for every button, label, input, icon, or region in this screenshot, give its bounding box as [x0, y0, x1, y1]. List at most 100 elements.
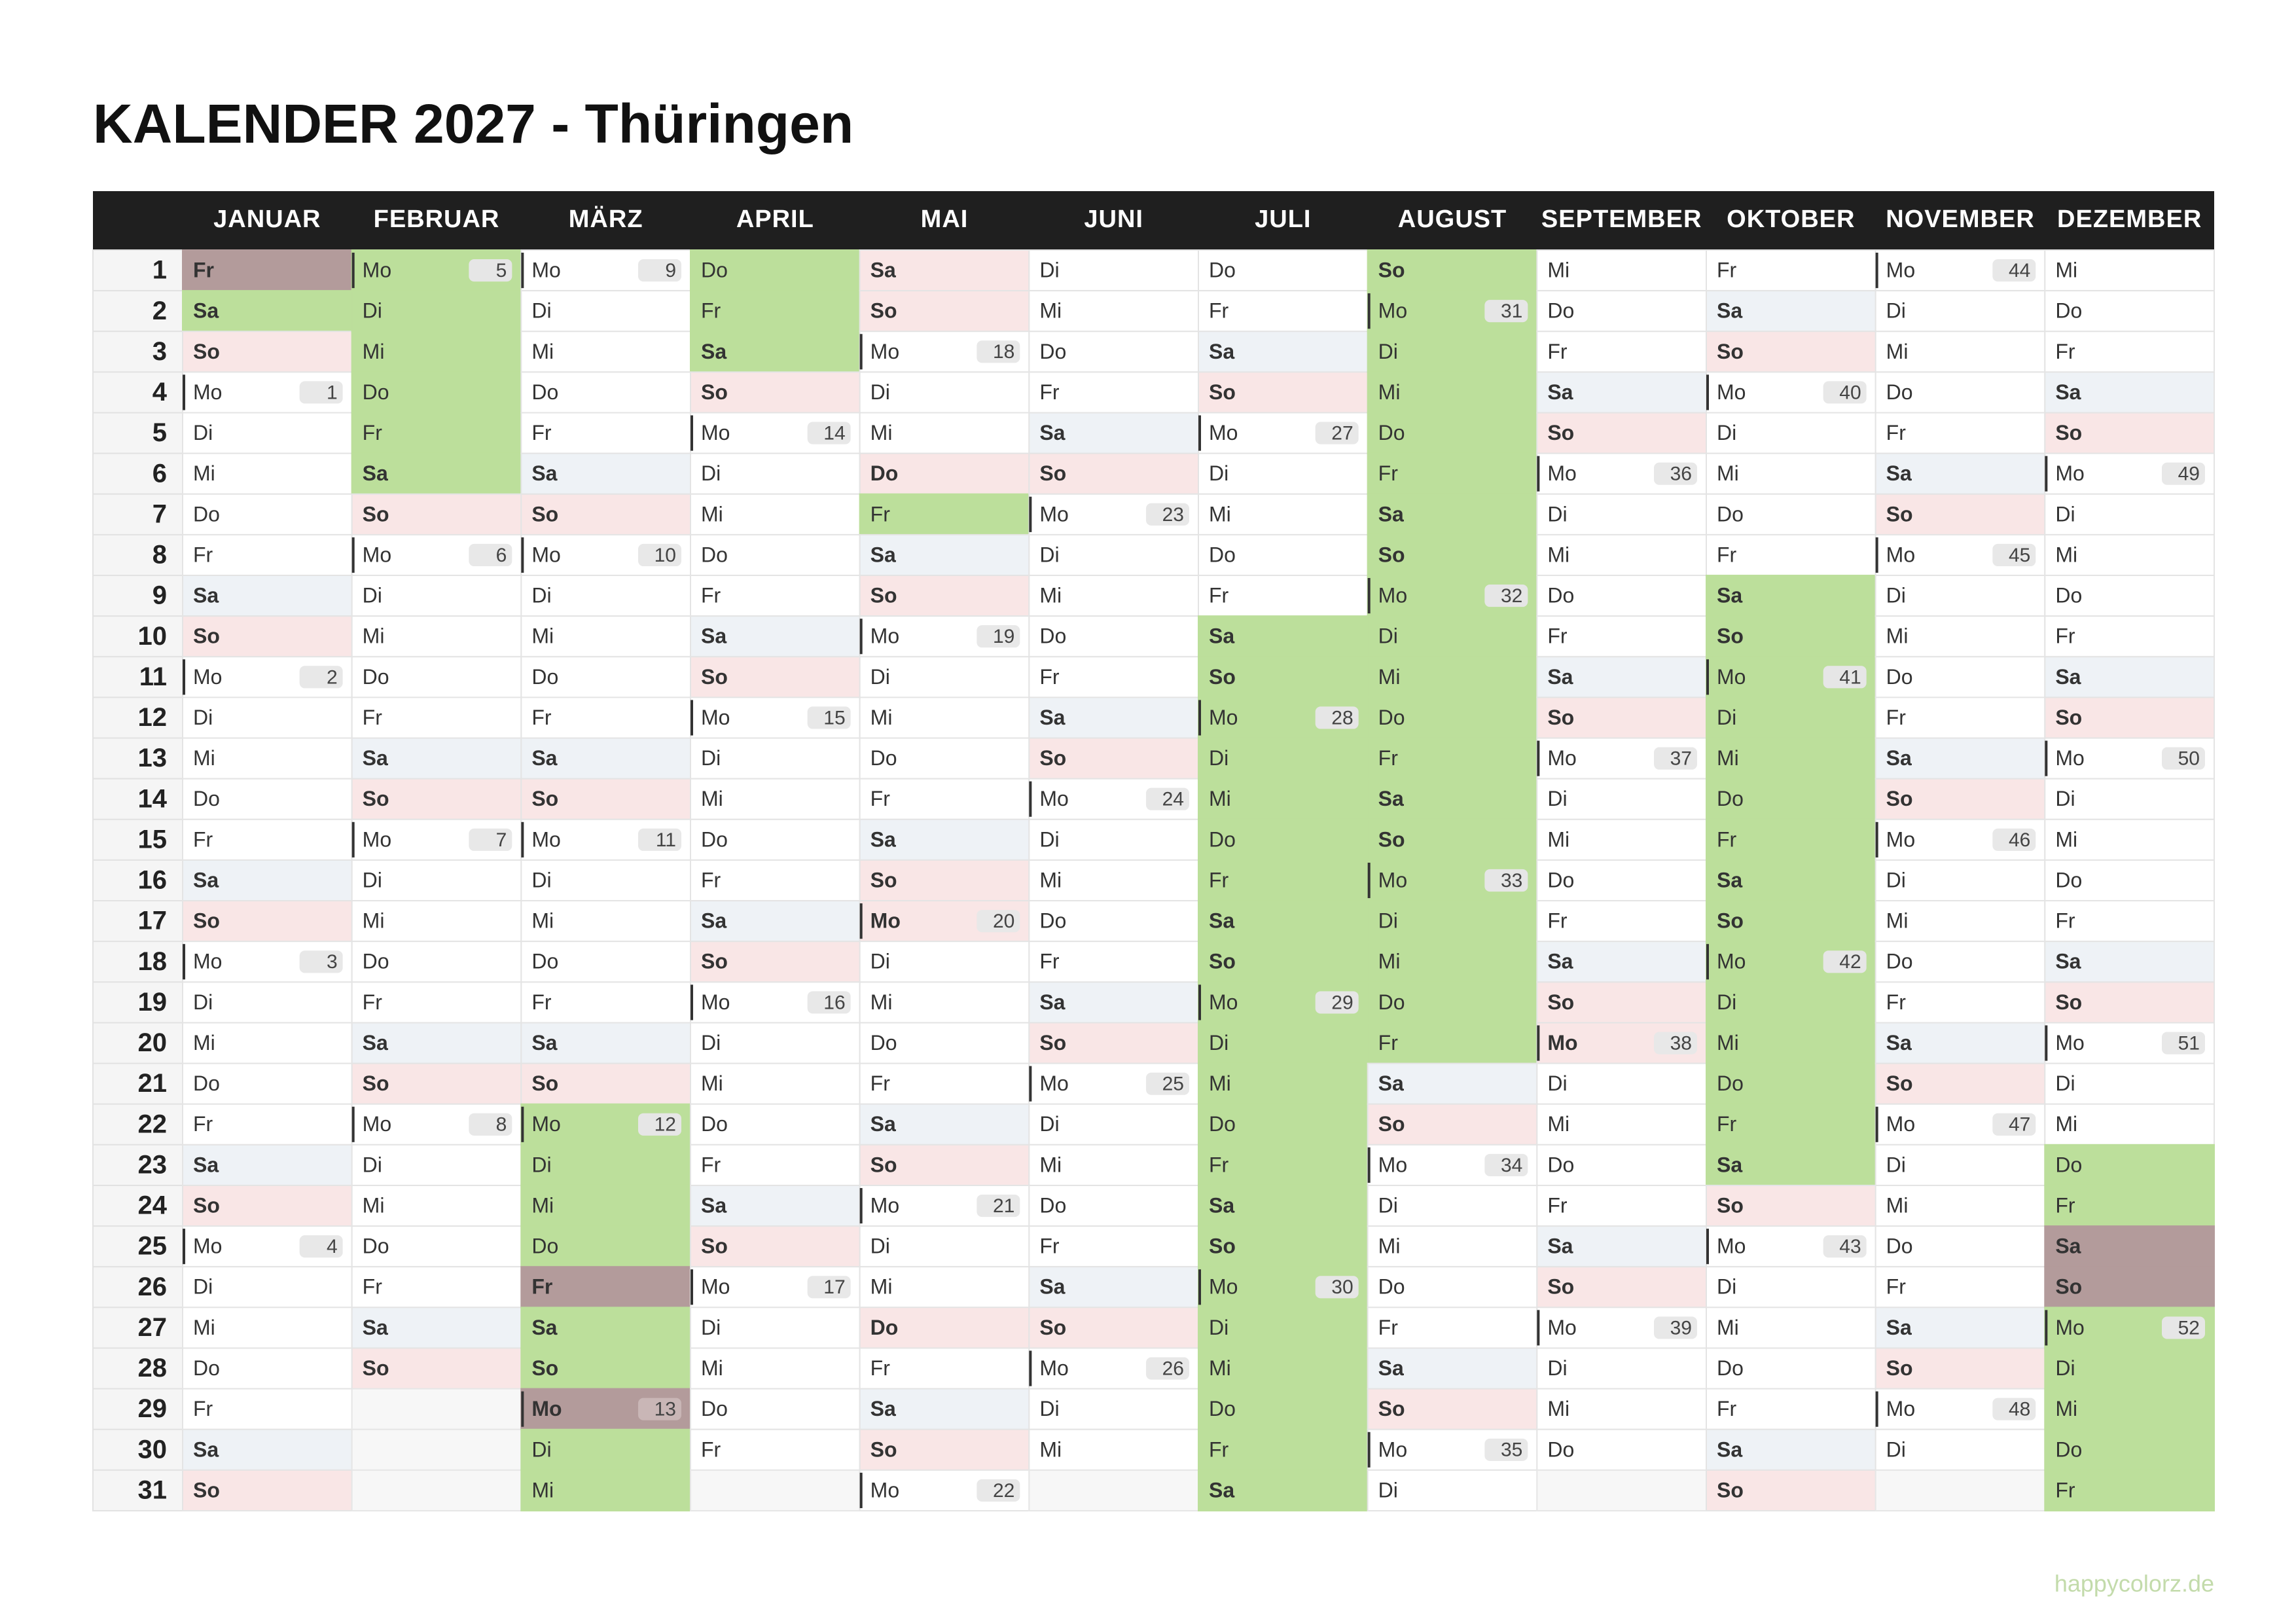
empty-cell [1028, 1469, 1200, 1511]
weekday: Do [531, 665, 558, 689]
day-cell [1367, 1062, 1538, 1105]
weekday: Mo [1039, 1356, 1068, 1380]
weekday: Di [870, 665, 890, 689]
row-number: 26 [138, 1272, 168, 1301]
weekday: Mo [363, 259, 391, 282]
day-cell [1198, 493, 1369, 535]
week-number: 49 [2178, 463, 2200, 485]
day-cell [1536, 1428, 1707, 1471]
weekday: Mo [1547, 461, 1576, 485]
weekday: Fr [193, 1397, 213, 1420]
week-number: 5 [496, 260, 507, 281]
week-start-line [691, 984, 693, 1020]
week-pill [2162, 1316, 2205, 1339]
day-cell [2044, 1103, 2215, 1146]
row-number-cell [92, 1144, 183, 1186]
week-start-line [351, 537, 355, 573]
weekday: Mo [1717, 1235, 1746, 1258]
weekday: Fr [363, 1275, 383, 1299]
weekday: Mi [1039, 1153, 1062, 1176]
week-start-line [859, 1472, 863, 1508]
weekday: Mo [1209, 990, 1238, 1014]
row-number: 14 [138, 784, 168, 813]
row-number-cell [92, 656, 183, 698]
weekday: Di [1378, 624, 1398, 648]
weekday: Di [1717, 990, 1736, 1014]
day-cell [2044, 900, 2215, 943]
weekday: Di [1717, 421, 1736, 444]
weekday: Mi [1886, 624, 1909, 648]
weekday: Mi [1717, 461, 1739, 485]
row-number: 19 [138, 988, 168, 1017]
day-cell [182, 1347, 353, 1390]
weekday: Fr [1886, 706, 1907, 729]
day-cell [1367, 900, 1538, 943]
week-number: 45 [2009, 545, 2030, 566]
day-cell [1198, 1144, 1369, 1186]
weekday: Mi [531, 340, 554, 363]
row-number: 11 [139, 662, 167, 691]
day-cell [1536, 1347, 1707, 1390]
month-name: OKTOBER [1727, 206, 1855, 233]
day-cell [1367, 1266, 1538, 1308]
week-number: 4 [327, 1236, 338, 1257]
day-cell [520, 615, 691, 658]
day-cell [1198, 1469, 1369, 1511]
weekday: Fr [1378, 461, 1399, 485]
empty-cell [351, 1388, 522, 1430]
day-cell [859, 1347, 1030, 1390]
weekday: Do [1886, 665, 1913, 689]
weekday: Sa [193, 1437, 219, 1461]
weekday: Mo [1378, 1153, 1407, 1176]
day-cell [690, 1307, 861, 1349]
week-number: 21 [993, 1195, 1014, 1217]
day-cell [1536, 493, 1707, 535]
weekday: Mi [1039, 868, 1062, 892]
empty-cell [1874, 1469, 2046, 1511]
weekday: So [870, 299, 897, 323]
week-pill [469, 828, 512, 851]
day-cell [1198, 941, 1369, 983]
row-number: 12 [138, 703, 168, 732]
weekday: Do [2055, 1437, 2082, 1461]
week-number: 14 [823, 423, 845, 444]
day-cell [1706, 900, 1876, 943]
week-number: 25 [1162, 1074, 1184, 1095]
empty-cell [1536, 1469, 1707, 1511]
weekday: Di [1547, 1072, 1567, 1095]
weekday: Mi [2055, 1112, 2077, 1136]
weekday: Di [701, 1316, 721, 1339]
row-number-cell [92, 452, 183, 495]
week-pill [638, 543, 681, 567]
weekday: Do [1209, 827, 1236, 851]
week-pill [638, 828, 681, 851]
weekday: Mo [1378, 868, 1407, 892]
weekday: Mi [1209, 1072, 1231, 1095]
day-cell [1367, 696, 1538, 739]
weekday: Sa [193, 299, 219, 323]
week-number: 20 [993, 911, 1014, 932]
row-number-cell [92, 1307, 183, 1349]
weekday: Di [531, 1437, 551, 1461]
weekday: Do [1378, 706, 1405, 729]
weekday: Do [1717, 1356, 1744, 1380]
day-cell [182, 249, 353, 292]
weekday: Do [2055, 868, 2082, 892]
weekday: So [193, 909, 220, 933]
weekday: Fr [363, 990, 383, 1014]
weekday: Mi [1378, 665, 1401, 689]
day-cell [1536, 696, 1707, 739]
week-start-line [1029, 1066, 1032, 1102]
weekday: Mi [870, 1275, 893, 1299]
weekday: Fr [1717, 1112, 1737, 1136]
week-start-line [1367, 293, 1371, 329]
day-cell [1874, 575, 2046, 617]
weekday: Sa [1717, 868, 1742, 892]
weekday: Sa [1378, 787, 1404, 810]
week-pill [299, 950, 343, 973]
weekday: Di [1039, 543, 1059, 566]
weekday: Sa [2055, 665, 2081, 689]
week-number: 51 [2178, 1032, 2200, 1054]
weekday: Mo [870, 340, 899, 363]
weekday: Mi [1547, 827, 1570, 851]
